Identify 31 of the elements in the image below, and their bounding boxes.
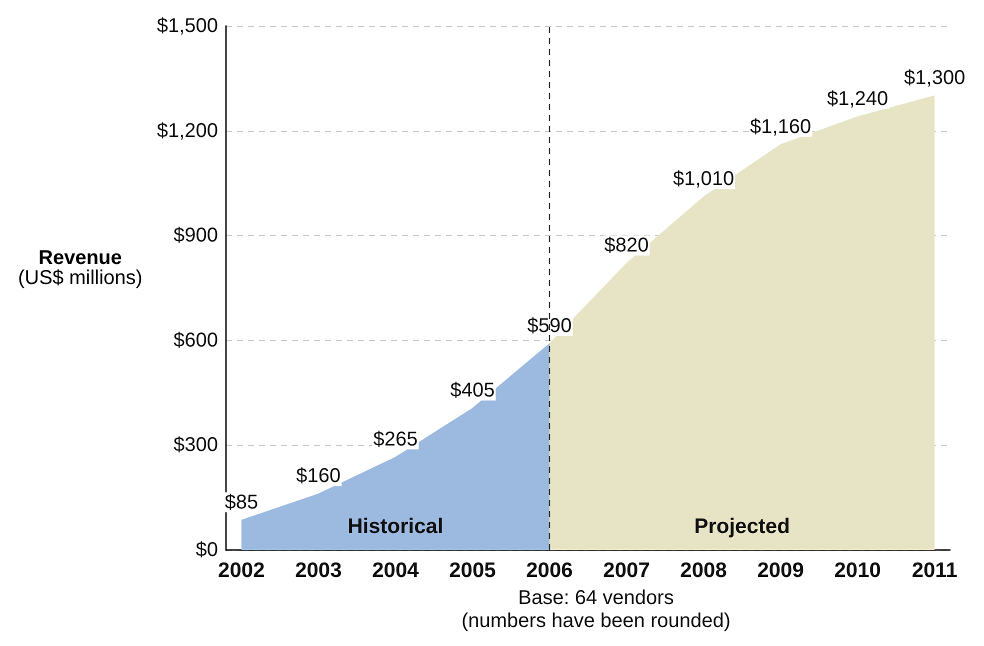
data-label: $820 [604, 234, 649, 257]
data-label: $160 [296, 465, 341, 488]
y-axis-title: Revenue (US$ millions) [18, 247, 142, 289]
x-tick-label: 2004 [372, 559, 420, 582]
text: Base: 64 vendors [518, 587, 674, 609]
y-tick-label: $0 [196, 539, 218, 561]
x-tick-label: 2005 [449, 559, 496, 582]
data-label: $405 [450, 380, 495, 402]
x-tick-label: 2006 [526, 559, 573, 582]
y-tick-label: $300 [174, 434, 218, 456]
y-tick-label: $900 [174, 224, 218, 247]
data-label: $1,010 [672, 168, 734, 190]
y-tick-label: $600 [174, 329, 218, 352]
data-label: $1,160 [750, 116, 812, 138]
x-tick-label: 2010 [834, 559, 881, 582]
data-label: $1,240 [826, 88, 888, 110]
y-tick-label: $1,200 [156, 120, 218, 142]
y-tick-label: $1,500 [156, 15, 218, 37]
x-tick-label: 2003 [295, 559, 342, 582]
series-label: Projected [694, 515, 790, 538]
data-label: $265 [373, 428, 418, 450]
series-label: Historical [348, 515, 444, 538]
data-label: $85 [224, 491, 258, 514]
data-label: $1,300 [904, 66, 966, 89]
x-tick-label: 2011 [912, 559, 958, 582]
x-tick-label: 2007 [603, 559, 650, 582]
x-tick-label: 2009 [757, 559, 804, 582]
data-label: $590 [527, 314, 572, 337]
x-tick-label: 2002 [218, 559, 265, 582]
x-tick-label: 2008 [680, 559, 728, 582]
text: (numbers have been rounded) [461, 610, 731, 632]
